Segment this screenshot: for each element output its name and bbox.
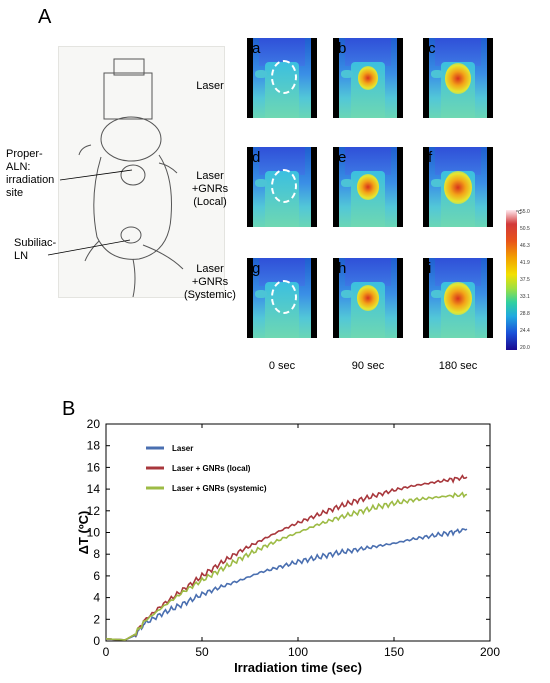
x-tick-label: 200 bbox=[480, 645, 500, 659]
mouse-sketch-icon bbox=[78, 58, 184, 298]
thermal-image-b: b bbox=[333, 38, 403, 118]
legend-label-0: Laser bbox=[172, 444, 193, 453]
panel-b-letter: B bbox=[62, 398, 76, 420]
thermal-image-g: g bbox=[247, 258, 317, 338]
time-label-180: 180 sec bbox=[438, 360, 478, 372]
y-tick-label: 20 bbox=[87, 417, 101, 431]
image-letter: f bbox=[428, 149, 433, 166]
colorbar-tick: 20.0 bbox=[520, 345, 530, 351]
colorbar-tick: 46.3 bbox=[520, 243, 530, 249]
subiliac-callout: Subiliac- LN bbox=[14, 237, 57, 262]
y-tick-label: 10 bbox=[87, 526, 101, 540]
colorbar-tick: 37.5 bbox=[520, 277, 530, 283]
colorbar-tick: 50.5 bbox=[520, 226, 530, 232]
thermal-image-i: i bbox=[423, 258, 493, 338]
image-letter: a bbox=[252, 40, 261, 57]
x-tick-label: 150 bbox=[384, 645, 404, 659]
image-letter: c bbox=[428, 40, 436, 57]
image-letter: b bbox=[338, 40, 347, 57]
y-tick-label: 4 bbox=[93, 591, 100, 605]
image-letter: g bbox=[252, 260, 261, 277]
series-line-2 bbox=[105, 491, 468, 641]
image-letter: h bbox=[338, 260, 347, 277]
y-axis-label: ΔT (ºC) bbox=[76, 511, 91, 555]
row-label-local: Laser +GNRs (Local) bbox=[191, 170, 229, 208]
thermal-image-d: d bbox=[247, 147, 317, 227]
panel-a-letter: A bbox=[38, 6, 52, 28]
image-letter: e bbox=[338, 149, 347, 166]
y-tick-label: 6 bbox=[93, 569, 100, 583]
colorbar-tick: 41.9 bbox=[520, 260, 530, 266]
proper-aln-callout: Proper- ALN: irradiation site bbox=[6, 148, 55, 199]
x-tick-label: 100 bbox=[288, 645, 308, 659]
colorbar-tick: 24.4 bbox=[520, 328, 530, 334]
image-letter: d bbox=[252, 149, 261, 166]
y-tick-label: 2 bbox=[93, 612, 100, 626]
callout-lines bbox=[47, 169, 133, 256]
y-tick-label: 0 bbox=[93, 634, 100, 648]
row-label-systemic: Laser +GNRs (Systemic) bbox=[184, 263, 236, 301]
colorbar-tick: 33.1 bbox=[520, 294, 530, 300]
series-line-0 bbox=[105, 528, 468, 641]
y-tick-label: 16 bbox=[87, 460, 101, 474]
y-tick-label: 8 bbox=[93, 547, 100, 561]
colorbar-unit: °C bbox=[516, 210, 522, 216]
colorbar-tick: 55.0 bbox=[520, 209, 530, 215]
temperature-colorbar bbox=[506, 210, 517, 350]
y-tick-label: 14 bbox=[87, 482, 101, 496]
thermal-image-a: a bbox=[247, 38, 317, 118]
colorbar-tick: 28.8 bbox=[520, 311, 530, 317]
x-tick-label: 50 bbox=[195, 645, 209, 659]
y-tick-label: 12 bbox=[87, 504, 101, 518]
y-tick-label: 18 bbox=[87, 439, 101, 453]
time-label-0: 0 sec bbox=[268, 360, 296, 372]
x-tick-label: 0 bbox=[103, 645, 110, 659]
legend-label-2: Laser + GNRs (systemic) bbox=[172, 484, 267, 493]
series-line-1 bbox=[105, 474, 468, 641]
thermal-image-e: e bbox=[333, 147, 403, 227]
thermal-image-h: h bbox=[333, 258, 403, 338]
thermal-image-f: f bbox=[423, 147, 493, 227]
time-label-90: 90 sec bbox=[351, 360, 385, 372]
mouse-drawing bbox=[58, 46, 225, 298]
legend-label-1: Laser + GNRs (local) bbox=[172, 464, 251, 473]
x-axis-label: Irradiation time (sec) bbox=[234, 660, 362, 675]
image-letter: i bbox=[428, 260, 432, 277]
thermal-image-c: c bbox=[423, 38, 493, 118]
row-label-laser: Laser bbox=[196, 80, 224, 92]
